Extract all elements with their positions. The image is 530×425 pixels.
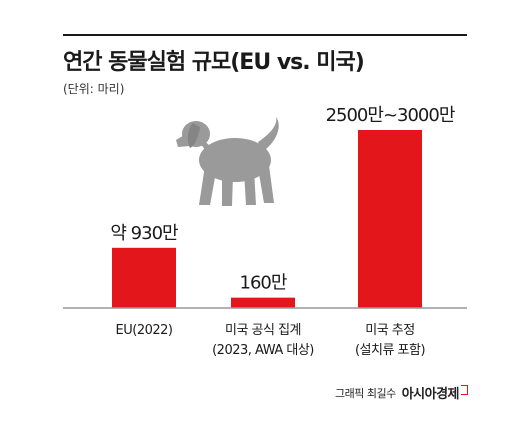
top-rule <box>63 34 467 36</box>
credit: 그래픽 최길수 아시아경제 <box>335 383 468 402</box>
bar-3 <box>358 130 422 308</box>
chart-title: 연간 동물실험 규모(EU vs. 미국) <box>63 50 365 75</box>
dog-silhouette-icon <box>176 117 279 206</box>
category-label-3-line-2: (설치류 포함) <box>355 343 425 358</box>
category-label-3-line-1: 미국 추정 <box>365 323 414 338</box>
bar-2 <box>231 297 295 308</box>
category-label-1-line-1: EU(2022) <box>116 323 173 338</box>
category-label-2-line-2: (2023, AWA 대상) <box>212 343 314 358</box>
category-label-2-line-1: 미국 공식 집계 <box>225 323 301 338</box>
credit-byline: 그래픽 최길수 <box>334 386 396 400</box>
bar-1 <box>112 247 176 308</box>
credit-brand: 아시아경제 <box>401 387 460 402</box>
brand-mark-icon <box>461 384 468 395</box>
value-label-2: 160만 <box>240 273 287 294</box>
value-label-3: 2500만~3000만 <box>326 105 455 126</box>
value-label-1: 약 930만 <box>110 223 178 244</box>
chart-subtitle: (단위: 마리) <box>63 82 125 96</box>
